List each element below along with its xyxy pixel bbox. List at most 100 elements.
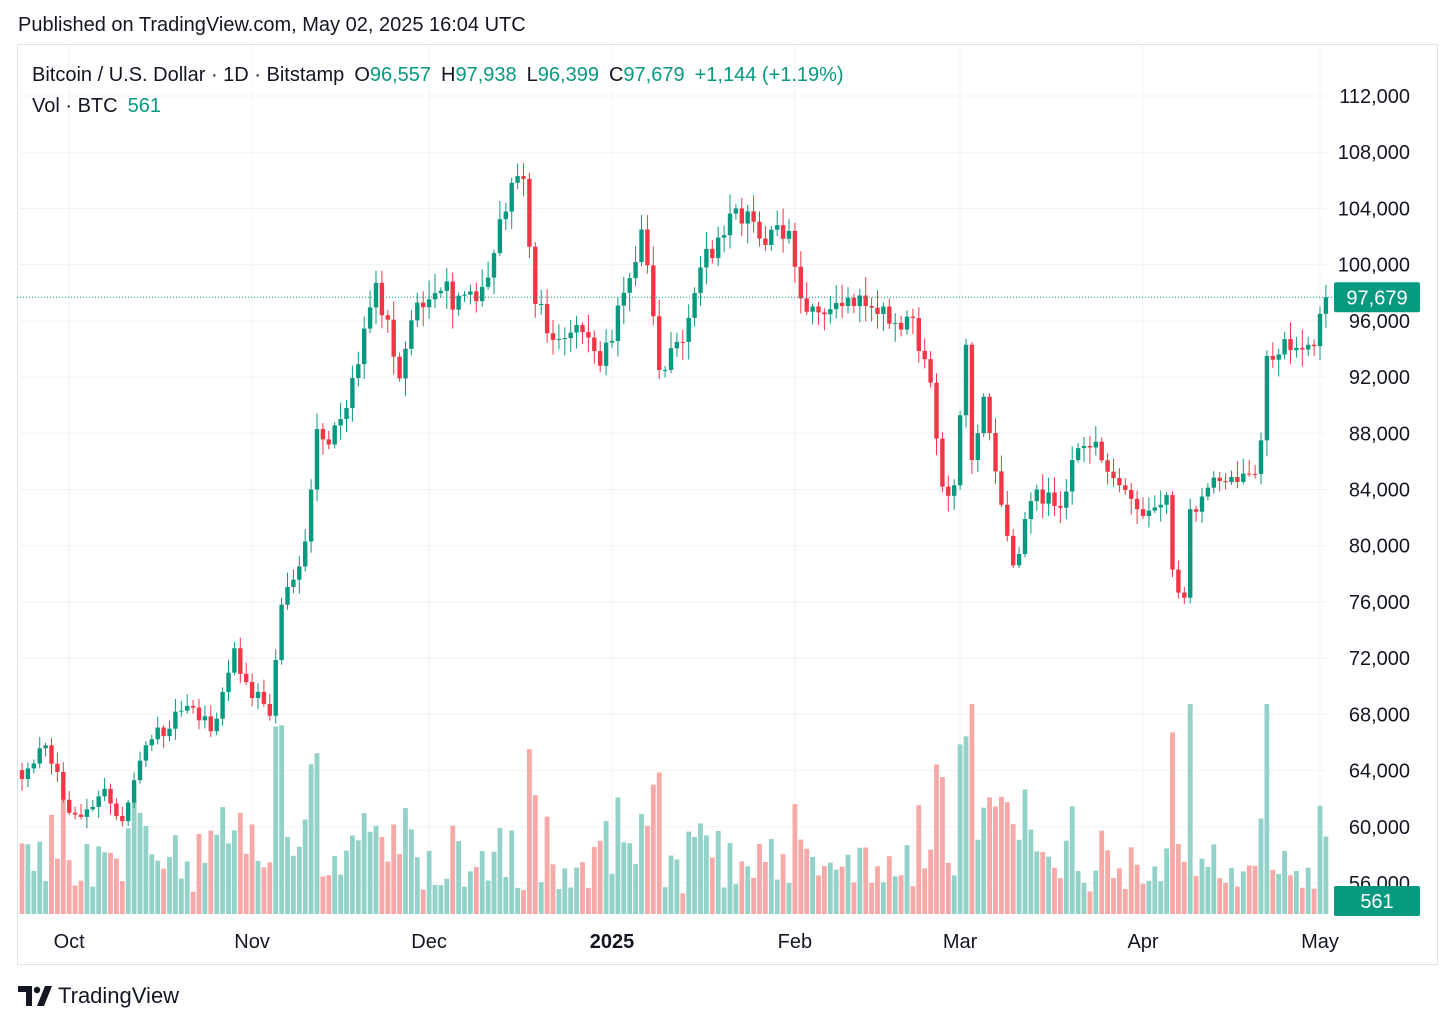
close-label: C [608,64,624,86]
volume-bar [1152,866,1158,914]
candle-body [421,302,426,308]
tradingview-footer[interactable]: TradingView [18,983,179,1009]
candle-body [1306,344,1311,350]
price-axis[interactable]: 56,00060,00064,00068,00072,00076,00080,0… [1338,86,1410,895]
candle-body [338,419,343,426]
volume-bar [385,861,391,914]
volume-bar [403,808,408,914]
candle-body [1152,507,1157,511]
candle-body [598,351,603,366]
volume-bar [981,807,987,914]
volume-bar [1170,732,1175,914]
volume-bar [243,853,249,914]
volume-bar [704,835,709,914]
candle-body [603,342,609,366]
candle-body [745,211,750,224]
volume-bar [60,800,66,914]
volume-bar [131,799,137,914]
volume-bar [680,893,686,914]
candle-body [1188,509,1193,598]
x-tick-label: 2025 [590,931,635,953]
candle-body [1199,496,1205,512]
candle-body [1075,448,1081,460]
candle-body [904,316,910,330]
candle-body [698,267,703,294]
candle-body [780,225,786,239]
candle-body [1052,492,1057,506]
candle-body [90,806,95,810]
candle-body [462,294,467,296]
tradingview-logo-icon [18,986,52,1006]
volume-bar [1075,871,1081,914]
volume-bar [155,860,161,914]
volume-bar [1010,824,1016,914]
candle-body [43,745,48,749]
volume-bar [1028,829,1034,914]
volume-bar [196,833,202,914]
candle-body [137,760,143,781]
volume-label[interactable]: Vol · BTC [32,95,118,117]
time-axis[interactable]: Oct Nov Dec 2025 Feb Mar Apr May [54,931,1339,953]
candle-body [291,579,296,587]
chart-frame[interactable] [17,44,1438,965]
axis-badges: 97,679 561 [1334,282,1420,916]
symbol-label[interactable]: Bitcoin / U.S. Dollar · 1D · Bitstamp [32,64,345,86]
volume-bar [550,864,556,914]
candle-body [19,770,25,780]
volume-bar [975,839,981,914]
volume-bar [822,866,827,914]
volume-bars [19,704,1329,914]
candle-body [633,262,638,279]
candle-body [957,415,963,486]
volume-bar [1187,704,1193,914]
candle-body [226,672,231,693]
candle-body [645,229,650,266]
high-label: H [441,64,456,86]
volume-bar [261,867,267,914]
candle-body [344,407,349,420]
volume-bar [721,887,727,914]
volume-bar [479,851,485,914]
candle-body [468,291,473,295]
candle-body [1323,297,1329,314]
volume-bar [96,846,102,914]
x-tick-label: Dec [411,931,447,953]
volume-bar [532,795,538,914]
volume-bar [344,850,349,914]
candle-body [1276,354,1281,360]
volume-bar [438,885,444,914]
candle-body [1294,347,1299,351]
candle-body [480,286,485,302]
candle-body [544,303,550,334]
candle-body [940,438,945,487]
candle-body [1099,441,1104,461]
volume-bar [792,804,798,914]
candle-body [662,369,668,371]
candle-body [887,306,892,324]
candle-body [621,292,626,306]
volume-bar [845,854,851,914]
volume-bar [1276,873,1282,914]
volume-bar [1199,858,1205,914]
candle-body [922,350,927,360]
candle-body [474,291,479,302]
volume-bar [19,843,25,914]
volume-bar [1069,806,1075,914]
volume-bar [320,876,326,914]
volume-bar [609,873,615,914]
candles [19,163,1329,829]
candle-body [1270,355,1275,360]
candle-body [568,332,573,339]
candle-body [120,815,125,822]
volume-bar [627,843,633,914]
candle-body [851,297,857,307]
volume-bar [338,874,343,914]
candle-body [1193,509,1199,512]
y-tick-label: 80,000 [1349,536,1410,558]
candle-body [574,325,579,333]
candle-body [350,378,355,408]
candle-body [149,739,154,746]
candle-body [444,281,449,291]
candle-body [1170,495,1175,570]
